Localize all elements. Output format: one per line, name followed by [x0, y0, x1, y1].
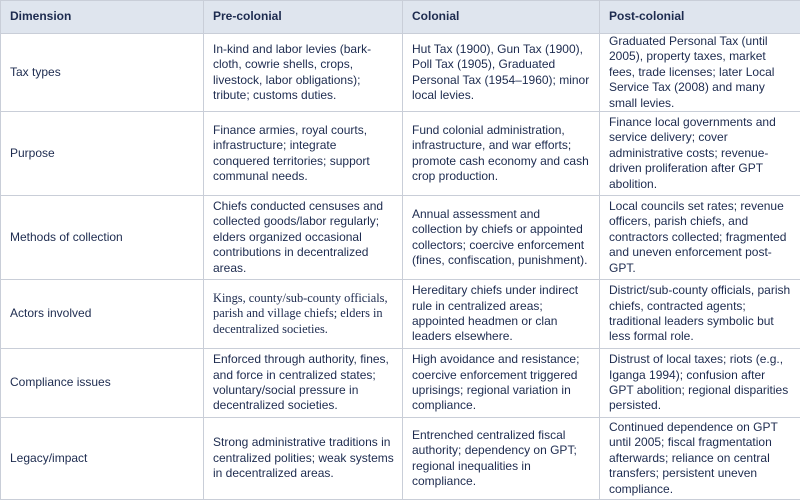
table-cell: Enforced through authority, fines, and f…: [204, 349, 403, 418]
table-cell: In-kind and labor levies (bark-cloth, co…: [204, 34, 403, 112]
row-label: Purpose: [1, 112, 204, 196]
row-label: Tax types: [1, 34, 204, 112]
table-cell: Fund colonial administration, infrastruc…: [403, 112, 600, 196]
table-cell: Continued dependence on GPT until 2005; …: [600, 418, 800, 500]
table-cell: Kings, county/sub-county officials, pari…: [204, 280, 403, 349]
row-label: Actors involved: [1, 280, 204, 349]
column-header: Post-colonial: [600, 1, 800, 34]
row-label: Methods of collection: [1, 196, 204, 280]
table-cell: Graduated Personal Tax (until 2005), pro…: [600, 34, 800, 112]
column-header: Colonial: [403, 1, 600, 34]
table-cell: Finance local governments and service de…: [600, 112, 800, 196]
table-cell: Distrust of local taxes; riots (e.g., Ig…: [600, 349, 800, 418]
row-label: Compliance issues: [1, 349, 204, 418]
table-cell: Finance armies, royal courts, infrastruc…: [204, 112, 403, 196]
row-label: Legacy/impact: [1, 418, 204, 500]
table-cell: Hut Tax (1900), Gun Tax (1900), Poll Tax…: [403, 34, 600, 112]
table-cell: Strong administrative traditions in cent…: [204, 418, 403, 500]
table-cell: Annual assessment and collection by chie…: [403, 196, 600, 280]
table-cell: Entrenched centralized fiscal authority;…: [403, 418, 600, 500]
column-header: Dimension: [1, 1, 204, 34]
table-cell: Chiefs conducted censuses and collected …: [204, 196, 403, 280]
column-header: Pre-colonial: [204, 1, 403, 34]
table-cell: Local councils set rates; revenue office…: [600, 196, 800, 280]
table-cell: Hereditary chiefs under indirect rule in…: [403, 280, 600, 349]
table-cell: High avoidance and resistance; coercive …: [403, 349, 600, 418]
table-cell: District/sub-county officials, parish ch…: [600, 280, 800, 349]
